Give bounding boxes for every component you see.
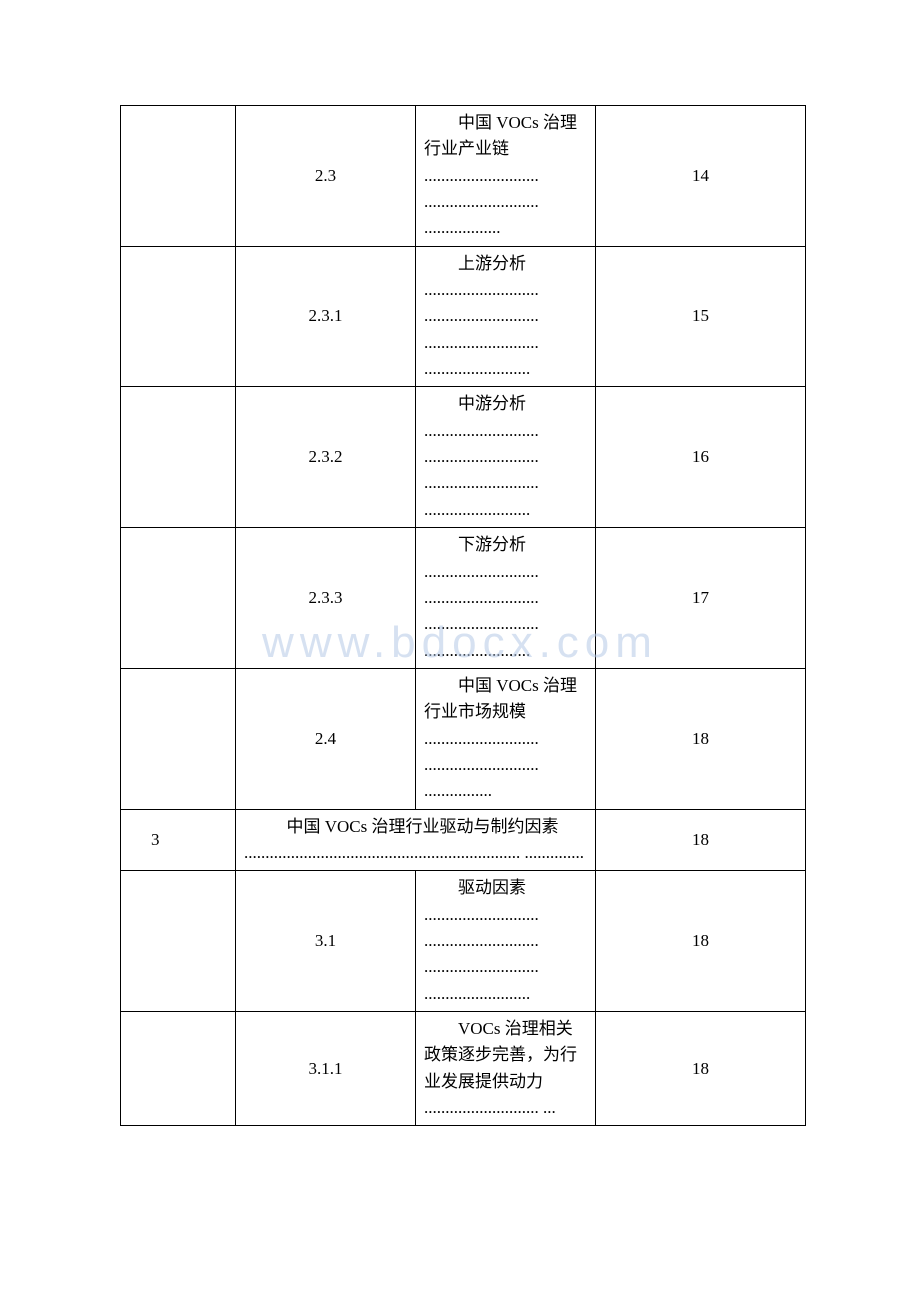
cell-chapter-title: 中国 VOCs 治理行业驱动与制约因素 ....................… [236,809,596,871]
cell-section-number: 2.3.2 [236,387,416,528]
cell-chapter [121,106,236,247]
cell-section-number: 3.1 [236,871,416,1012]
cell-section-title: 中国 VOCs 治理行业市场规模 .......................… [416,668,596,809]
cell-page-number: 18 [596,668,806,809]
leader-dots: ........................... ............… [424,163,587,242]
leader-dots: ........................... ............… [424,277,587,382]
table-row: 2.3 中国 VOCs 治理行业产业链 ....................… [121,106,806,247]
table-row: 2.3.1 上游分析 ........................... .… [121,246,806,387]
cell-section-title: 驱动因素 ........................... .......… [416,871,596,1012]
cell-section-number: 2.4 [236,668,416,809]
toc-table: 2.3 中国 VOCs 治理行业产业链 ....................… [120,105,806,1126]
cell-page-number: 15 [596,246,806,387]
cell-chapter [121,246,236,387]
cell-chapter [121,528,236,669]
cell-chapter: 3 [121,809,236,871]
cell-page-number: 16 [596,387,806,528]
section-title-text: 上游分析 [424,251,587,277]
cell-page-number: 17 [596,528,806,669]
cell-page-number: 18 [596,871,806,1012]
leader-dots: ........................... ............… [424,726,587,805]
table-row: 2.3.2 中游分析 ........................... .… [121,387,806,528]
table-row: 3.1.1 VOCs 治理相关政策逐步完善，为行业发展提供动力 ........… [121,1012,806,1126]
section-title-text: 中国 VOCs 治理行业产业链 [424,110,587,163]
section-title-text: 驱动因素 [424,875,587,901]
cell-section-number: 2.3 [236,106,416,247]
cell-section-number: 2.3.3 [236,528,416,669]
table-row: 3 中国 VOCs 治理行业驱动与制约因素 ..................… [121,809,806,871]
cell-page-number: 18 [596,809,806,871]
section-title-text: 中国 VOCs 治理行业市场规模 [424,673,587,726]
cell-chapter [121,871,236,1012]
table-row: 3.1 驱动因素 ........................... ...… [121,871,806,1012]
cell-section-title: 下游分析 ........................... .......… [416,528,596,669]
cell-section-title: 中国 VOCs 治理行业产业链 ........................… [416,106,596,247]
cell-section-title: 中游分析 ........................... .......… [416,387,596,528]
table-row: 2.3.3 下游分析 ........................... .… [121,528,806,669]
chapter-title-inner: 中国 VOCs 治理行业驱动与制约因素 [287,817,559,836]
section-title-text: 中游分析 [424,391,587,417]
chapter-title-text: 中国 VOCs 治理行业驱动与制约因素 [244,817,559,836]
section-title-text: 下游分析 [424,532,587,558]
leader-dots: ........................... ... [424,1095,587,1121]
cell-section-title: VOCs 治理相关政策逐步完善，为行业发展提供动力 ..............… [416,1012,596,1126]
cell-section-number: 2.3.1 [236,246,416,387]
cell-section-number: 3.1.1 [236,1012,416,1126]
cell-page-number: 18 [596,1012,806,1126]
leader-dots: ........................................… [244,840,587,866]
leader-dots: ........................... ............… [424,902,587,1007]
cell-section-title: 上游分析 ........................... .......… [416,246,596,387]
cell-chapter [121,668,236,809]
leader-dots: ........................... ............… [424,559,587,664]
leader-dots: ........................... ............… [424,418,587,523]
cell-chapter [121,1012,236,1126]
table-row: 2.4 中国 VOCs 治理行业市场规模 ...................… [121,668,806,809]
cell-chapter [121,387,236,528]
cell-page-number: 14 [596,106,806,247]
toc-table-container: 2.3 中国 VOCs 治理行业产业链 ....................… [120,105,805,1126]
section-title-text: VOCs 治理相关政策逐步完善，为行业发展提供动力 [424,1016,587,1095]
